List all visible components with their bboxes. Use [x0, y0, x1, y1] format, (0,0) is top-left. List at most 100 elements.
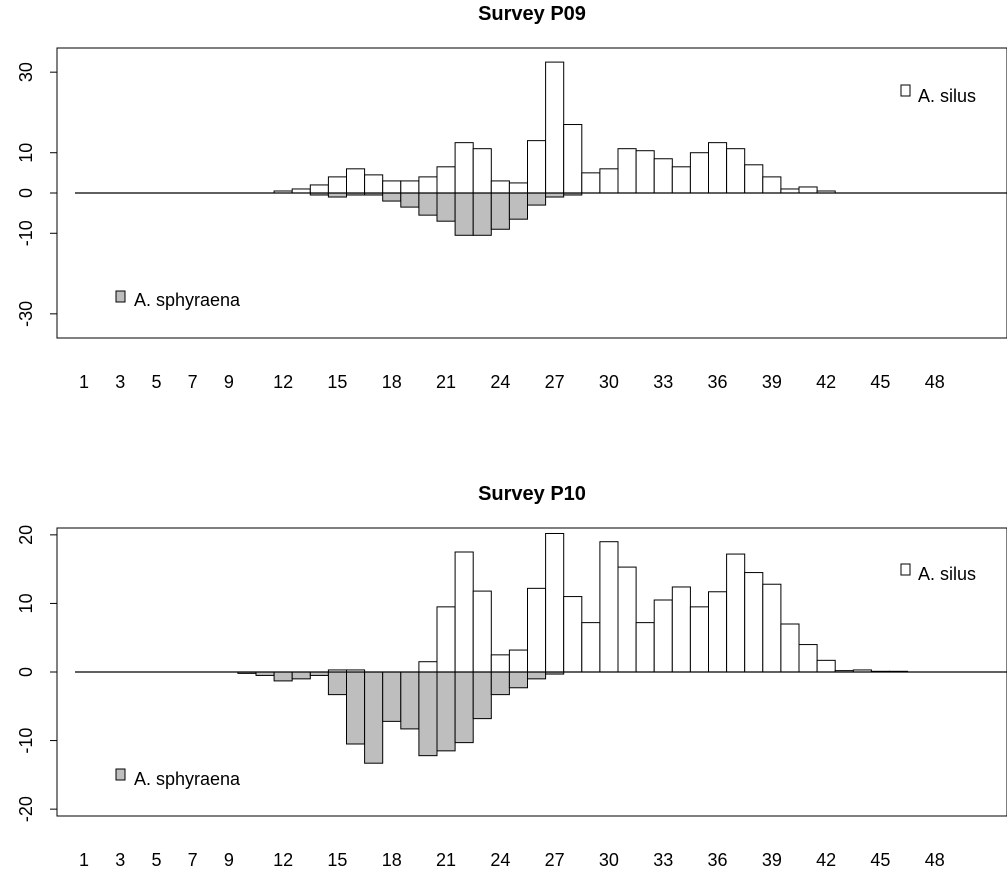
bar	[581, 622, 601, 673]
bar	[563, 596, 583, 673]
bar	[400, 180, 420, 194]
x-tick-label: 36	[708, 372, 728, 392]
bars	[75, 532, 1007, 764]
bar	[563, 124, 583, 194]
bar	[291, 671, 311, 680]
bar	[436, 671, 456, 752]
bar	[798, 644, 818, 673]
y-tick-label: -30	[16, 301, 36, 327]
x-tick-label: 45	[870, 372, 890, 392]
legend: A. silus A. sphyraena	[115, 563, 976, 789]
bar	[364, 174, 384, 194]
bar	[490, 654, 510, 673]
bar	[671, 166, 691, 194]
x-tick-label: 9	[224, 372, 234, 392]
bar	[708, 142, 728, 194]
x-tick-label: 27	[545, 850, 565, 870]
legend-label-a-sphyraena: A. sphyraena	[134, 290, 241, 310]
bar	[490, 671, 510, 696]
bar	[327, 176, 347, 194]
bar	[508, 671, 528, 689]
bar	[527, 671, 547, 680]
bar	[527, 140, 547, 194]
x-tick-label: 39	[762, 850, 782, 870]
bar	[617, 148, 637, 194]
bar	[816, 659, 836, 673]
legend-label-a-silus: A. silus	[918, 86, 976, 106]
y-tick-label: -10	[16, 728, 36, 754]
bar	[454, 142, 474, 194]
bar	[780, 188, 800, 194]
x-tick-label: 24	[490, 372, 510, 392]
bar	[508, 192, 528, 220]
legend-label-a-silus: A. silus	[918, 564, 976, 584]
x-tick-label: 21	[436, 372, 456, 392]
bar	[762, 583, 782, 673]
x-tick-label: 3	[115, 372, 125, 392]
bar	[490, 180, 510, 194]
bar	[291, 188, 311, 194]
x-tick-label: 9	[224, 850, 234, 870]
x-tick-label: 45	[870, 850, 890, 870]
bars	[75, 61, 1007, 236]
x-tick-label: 18	[382, 372, 402, 392]
bar	[327, 671, 347, 696]
y-tick-label: 0	[16, 667, 36, 677]
bar	[436, 166, 456, 194]
bar	[400, 192, 420, 208]
bar	[744, 572, 764, 673]
legend-key-a-silus	[900, 84, 911, 97]
bar	[454, 192, 474, 236]
legend: A. silus A. sphyraena	[115, 84, 976, 310]
bar	[454, 671, 474, 744]
x-tick-label: 3	[115, 850, 125, 870]
bar	[762, 176, 782, 194]
y-tick-label: 10	[16, 143, 36, 163]
bar	[327, 192, 347, 198]
x-tick-label: 24	[490, 850, 510, 870]
y-tick-label: 30	[16, 62, 36, 82]
y-tick-label: 20	[16, 525, 36, 545]
bar	[708, 591, 728, 673]
bar	[364, 671, 384, 764]
bar	[635, 622, 655, 673]
panel-survey-p10: Survey P10 -20 -10 0 10 20 1 3 5 7 9 12 15 18 21 24 27…	[16, 483, 1007, 870]
x-tick-label: 18	[382, 850, 402, 870]
x-tick-label: 33	[653, 850, 673, 870]
y-tick-label: 10	[16, 593, 36, 613]
y-tick-label: -20	[16, 796, 36, 822]
bar	[545, 61, 565, 194]
bar	[653, 599, 673, 673]
bar	[689, 152, 710, 194]
x-tick-label: 15	[327, 850, 347, 870]
bar	[527, 192, 547, 206]
bar	[436, 192, 456, 222]
y-tick-label: 0	[16, 188, 36, 198]
x-tick-label: 5	[151, 850, 161, 870]
legend-label-a-sphyraena: A. sphyraena	[134, 769, 241, 789]
bar	[436, 606, 456, 673]
x-tick-label: 48	[925, 372, 945, 392]
bar	[472, 192, 492, 236]
x-tick-label: 39	[762, 372, 782, 392]
x-tick-label: 30	[599, 372, 619, 392]
bar	[418, 176, 438, 194]
bar	[653, 158, 673, 194]
x-tick-labels: 1 3 5 7 9 12 15 18 21 24 27 30 33 36 39 42 45 48	[79, 372, 945, 392]
bar	[346, 671, 366, 745]
bar	[527, 587, 547, 673]
bar	[726, 553, 746, 673]
bar	[273, 671, 293, 682]
bar	[382, 180, 402, 194]
x-tick-label: 36	[708, 850, 728, 870]
legend-key-a-silus	[900, 563, 911, 576]
bar	[382, 192, 402, 202]
bar	[472, 590, 492, 673]
bar	[508, 649, 528, 673]
x-tick-label: 12	[273, 372, 293, 392]
chart-title: Survey P10	[478, 483, 586, 505]
bar	[346, 168, 366, 194]
x-tick-label: 42	[816, 850, 836, 870]
bar	[617, 566, 637, 673]
